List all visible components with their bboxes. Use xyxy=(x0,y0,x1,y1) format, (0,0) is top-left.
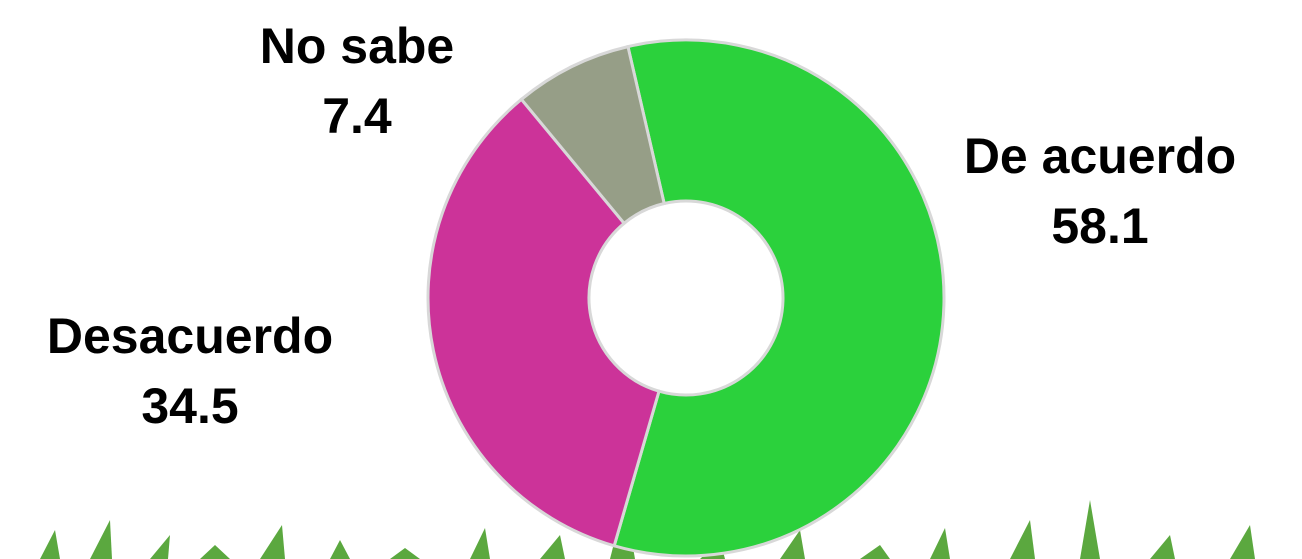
slice-label: Desacuerdo xyxy=(47,308,333,364)
donut-slice xyxy=(519,44,666,226)
slice-value: 58.1 xyxy=(1051,198,1148,254)
donut-slice xyxy=(426,97,661,548)
slice-value: 34.5 xyxy=(141,378,238,434)
slice-value: 7.4 xyxy=(322,88,392,144)
donut-slice xyxy=(612,38,946,558)
slice-label: De acuerdo xyxy=(964,128,1236,184)
slice-label: No sabe xyxy=(260,18,455,74)
